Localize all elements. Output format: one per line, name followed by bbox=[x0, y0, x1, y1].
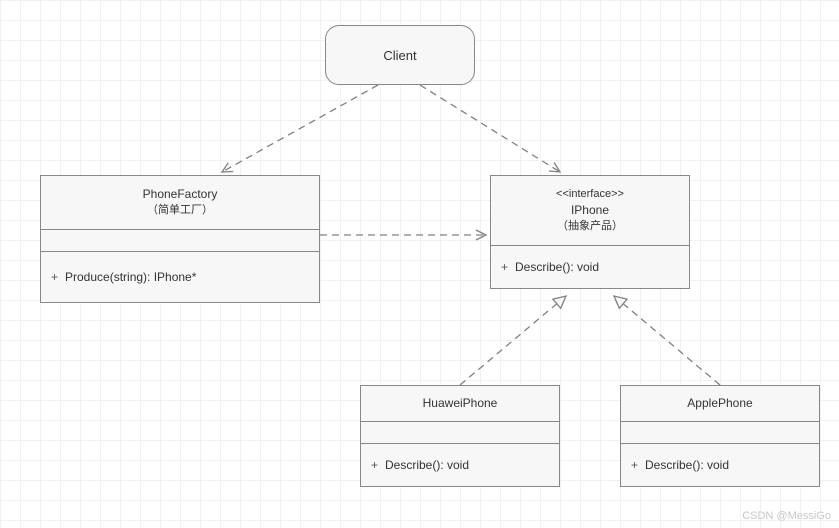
apple-attrs bbox=[621, 422, 819, 444]
node-huawei: HuaweiPhone + Describe(): void bbox=[360, 385, 560, 487]
phone-factory-attrs bbox=[41, 230, 319, 252]
huawei-title: HuaweiPhone bbox=[423, 395, 498, 412]
iphone-title: IPhone bbox=[499, 202, 681, 219]
client-label: Client bbox=[383, 48, 416, 63]
phone-factory-op: + Produce(string): IPhone* bbox=[41, 252, 319, 302]
node-iphone: <<interface>> IPhone （抽象产品） + Describe()… bbox=[490, 175, 690, 289]
op-signature: Describe(): void bbox=[385, 458, 469, 472]
op-visibility: + bbox=[371, 458, 385, 472]
huawei-op: + Describe(): void bbox=[361, 444, 559, 486]
op-visibility: + bbox=[501, 260, 515, 274]
node-apple: ApplePhone + Describe(): void bbox=[620, 385, 820, 487]
watermark: CSDN @MessiGo bbox=[742, 510, 831, 522]
op-signature: Describe(): void bbox=[645, 458, 729, 472]
op-visibility: + bbox=[631, 458, 645, 472]
node-client: Client bbox=[325, 25, 475, 85]
op-signature: Produce(string): IPhone* bbox=[65, 270, 196, 284]
iphone-op: + Describe(): void bbox=[491, 246, 689, 288]
op-signature: Describe(): void bbox=[515, 260, 599, 274]
op-visibility: + bbox=[51, 270, 65, 284]
iphone-stereotype: <<interface>> bbox=[499, 187, 681, 202]
iphone-subtitle: （抽象产品） bbox=[499, 219, 681, 234]
phone-factory-subtitle: （简单工厂） bbox=[49, 203, 311, 218]
apple-op: + Describe(): void bbox=[621, 444, 819, 486]
node-phone-factory: PhoneFactory （简单工厂） + Produce(string): I… bbox=[40, 175, 320, 303]
huawei-attrs bbox=[361, 422, 559, 444]
phone-factory-title: PhoneFactory bbox=[49, 186, 311, 203]
apple-title: ApplePhone bbox=[687, 395, 752, 412]
